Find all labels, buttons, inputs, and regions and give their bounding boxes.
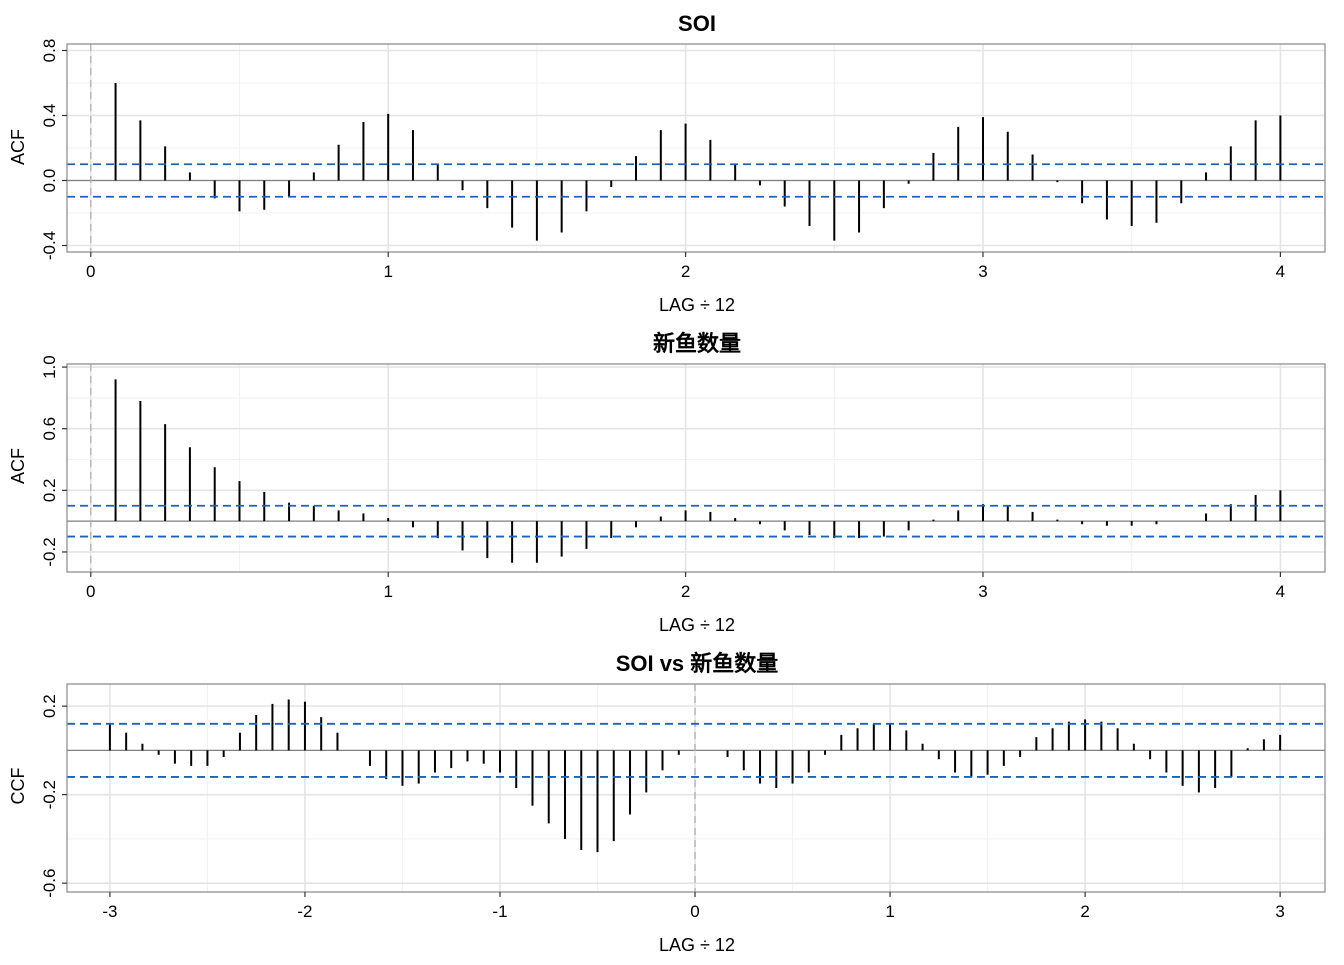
x-tick-label: 3 xyxy=(978,262,987,281)
x-tick-label: 1 xyxy=(885,902,894,921)
x-tick-label: 2 xyxy=(681,582,690,601)
grid xyxy=(67,44,1325,252)
y-tick-label: 1.0 xyxy=(40,355,59,379)
plot-border xyxy=(66,363,1326,573)
x-tick-label: 2 xyxy=(681,262,690,281)
y-axis: -0.4 0.0 0.4 0.8 xyxy=(40,39,67,260)
bars xyxy=(114,379,1282,563)
y-tick-label: 0.6 xyxy=(40,417,59,441)
x-tick-label: 1 xyxy=(383,262,392,281)
y-axis: -0.2 0.2 0.6 1.0 xyxy=(40,355,67,567)
x-tick-label: -1 xyxy=(492,902,507,921)
x-axis: -3 -2 -1 0 1 2 3 xyxy=(102,892,1285,921)
x-axis-label: LAG ÷ 12 xyxy=(659,295,735,315)
x-tick-label: 0 xyxy=(86,582,95,601)
y-tick-label: -0.2 xyxy=(40,537,59,566)
grid xyxy=(67,364,1325,572)
bars xyxy=(114,83,1282,241)
y-tick-label: -0.6 xyxy=(40,869,59,898)
x-tick-label: -2 xyxy=(297,902,312,921)
y-tick-label: 0.2 xyxy=(40,479,59,503)
plot-border xyxy=(66,683,1326,893)
plot-border xyxy=(66,43,1326,253)
recruitment-acf-panel: 新鱼数量 LAG ÷ 12 ACF 0 1 2 3 4 -0.2 0.2 0.6 1.0 xyxy=(8,331,1326,635)
chart-title: SOI xyxy=(678,11,716,36)
y-tick-label: 0.0 xyxy=(40,169,59,193)
y-axis-label: ACF xyxy=(8,448,28,484)
x-tick-label: -3 xyxy=(102,902,117,921)
soi-acf-panel: SOI LAG ÷ 12 ACF 0 1 2 3 4 -0.4 0.0 0.4 0.8 xyxy=(8,11,1326,315)
x-tick-label: 0 xyxy=(690,902,699,921)
y-axis-label: ACF xyxy=(8,129,28,165)
y-axis: -0.6 -0.2 0.2 xyxy=(40,694,67,898)
x-axis: 0 1 2 3 4 xyxy=(86,572,1285,601)
y-axis-label: CCF xyxy=(8,768,28,805)
y-tick-label: 0.2 xyxy=(40,694,59,718)
x-tick-label: 4 xyxy=(1276,262,1285,281)
x-axis: 0 1 2 3 4 xyxy=(86,252,1285,281)
chart-title: SOI vs 新鱼数量 xyxy=(616,651,779,676)
bars xyxy=(108,699,1282,853)
chart-title: 新鱼数量 xyxy=(653,331,741,356)
y-tick-label: -0.4 xyxy=(40,231,59,260)
x-axis-label: LAG ÷ 12 xyxy=(659,935,735,955)
x-tick-label: 4 xyxy=(1276,582,1285,601)
x-axis-label: LAG ÷ 12 xyxy=(659,615,735,635)
x-tick-label: 0 xyxy=(86,262,95,281)
y-tick-label: 0.4 xyxy=(40,104,59,128)
x-tick-label: 2 xyxy=(1080,902,1089,921)
x-tick-label: 3 xyxy=(1275,902,1284,921)
ccf-panel: SOI vs 新鱼数量 LAG ÷ 12 CCF -3 -2 -1 0 1 2 3-0.6-… xyxy=(8,651,1326,955)
x-tick-label: 3 xyxy=(978,582,987,601)
y-tick-label: -0.2 xyxy=(40,780,59,809)
y-tick-label: 0.8 xyxy=(40,39,59,63)
x-tick-label: 1 xyxy=(383,582,392,601)
